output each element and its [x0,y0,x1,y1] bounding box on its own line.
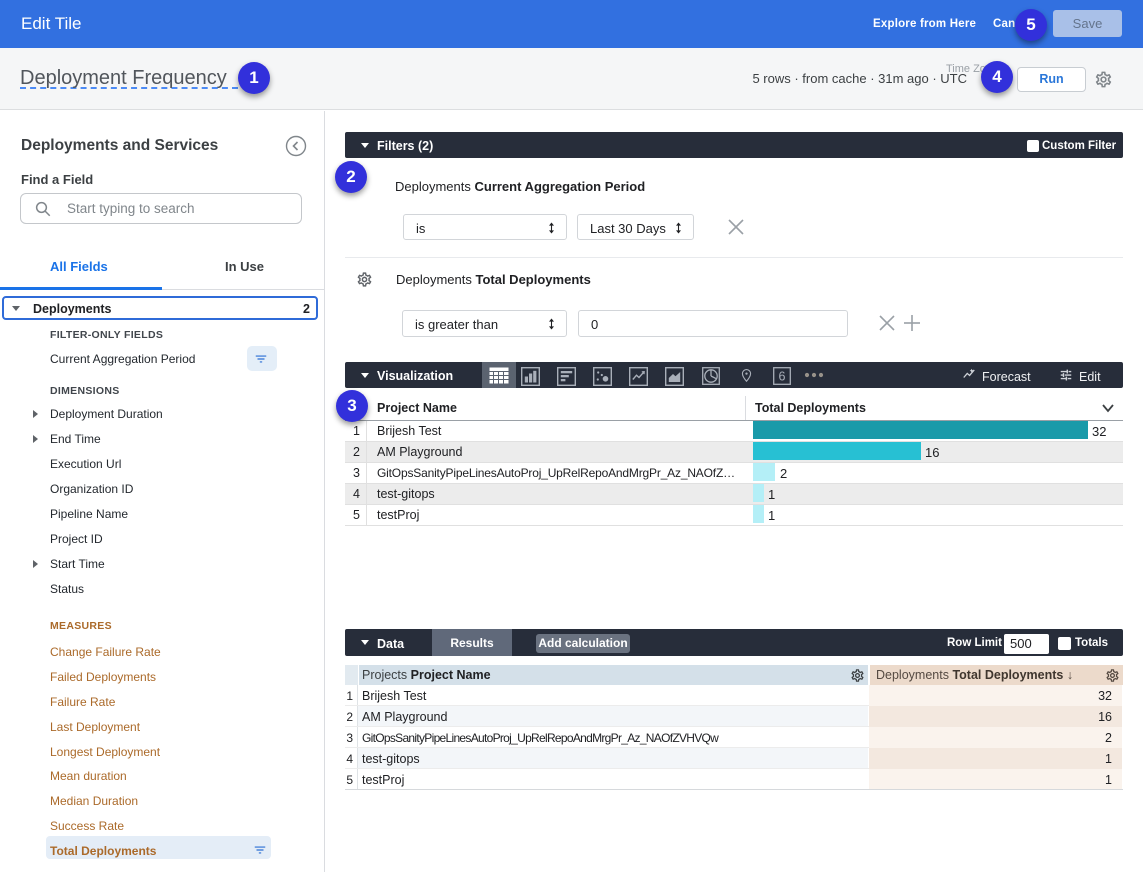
svg-text:6: 6 [779,370,786,384]
